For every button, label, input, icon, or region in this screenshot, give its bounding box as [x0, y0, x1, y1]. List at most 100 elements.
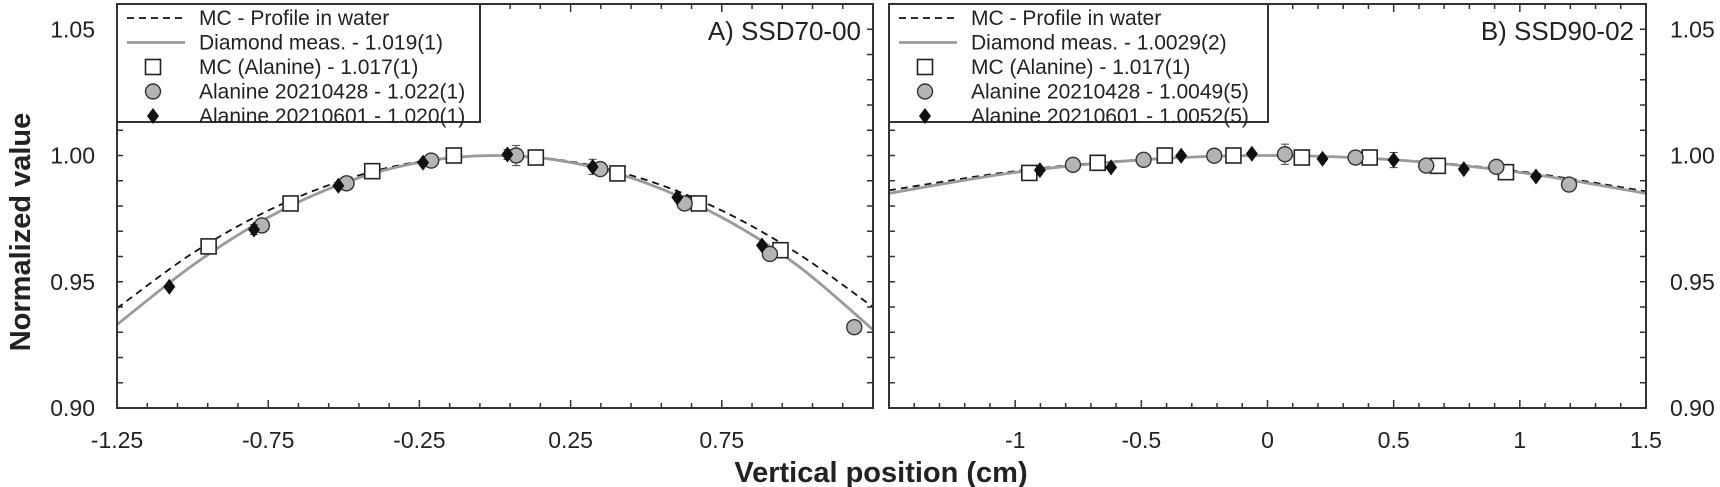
mc-alanine-point [445, 147, 463, 164]
alanine-20210428-point [1064, 156, 1082, 174]
legend-item: MC (Alanine) - 1.017(1) [916, 56, 1190, 79]
y-tick-label: 1.05 [1670, 16, 1715, 42]
alanine-20210601-point [1457, 161, 1470, 178]
markers [163, 144, 863, 336]
mc-alanine-point [363, 162, 381, 180]
x-axis-title: Vertical position (cm) [734, 457, 1027, 487]
alanine-20210428-point [1347, 149, 1364, 166]
legend-circle-icon [144, 83, 162, 100]
alanine-20210601-point [586, 158, 599, 175]
mc-alanine-point [527, 149, 545, 166]
y-tick-label: 1.05 [50, 16, 95, 42]
x-tick-label: -0.75 [242, 427, 294, 453]
mc-alanine-point [1089, 154, 1106, 172]
alanine-20210601-point [332, 177, 345, 194]
legend-diamond-icon [147, 108, 159, 124]
curves [889, 154, 1646, 195]
mc-alanine-point [690, 195, 708, 212]
mc-alanine-point [1293, 149, 1311, 166]
legend-item: Alanine 20210428 - 1.0049(5) [916, 81, 1249, 104]
legend-label: Alanine 20210428 - 1.022(1) [199, 81, 465, 104]
mc-alanine-point [1361, 149, 1378, 166]
alanine-20210601-point [1033, 162, 1046, 179]
alanine-20210601-point [756, 237, 769, 254]
panel-title: A) SSD70-00 [708, 16, 861, 46]
legend-item: Diamond meas. - 1.019(1) [127, 32, 443, 55]
alanine-20210428-point [1135, 151, 1152, 168]
legend-square-icon [916, 58, 934, 76]
legend-box [888, 3, 1269, 123]
y-tick-label: 1.00 [50, 143, 95, 169]
panel-title: B) SSD90-02 [1481, 16, 1634, 46]
mc-water-profile-line [117, 154, 873, 309]
curves [117, 154, 873, 331]
mc-alanine-point [1225, 147, 1242, 164]
legend-label: MC - Profile in water [971, 7, 1161, 30]
legend-item: MC (Alanine) - 1.017(1) [144, 56, 418, 79]
legend-item: MC - Profile in water [899, 7, 1161, 30]
x-tick-label: 1 [1513, 427, 1526, 453]
legend-item: Diamond meas. - 1.0029(2) [899, 32, 1227, 55]
markers [1020, 143, 1578, 193]
x-tick-label: -1.25 [91, 427, 143, 453]
alanine-20210428-point [846, 319, 863, 336]
alanine-20210428-point [1206, 147, 1223, 164]
plot-frame [116, 3, 874, 409]
mc-alanine-point [1020, 164, 1038, 182]
legend-item: Alanine 20210601 - 1.020(1) [147, 105, 465, 128]
x-tick-label: 0.75 [699, 427, 744, 453]
alanine-20210601-point [1387, 152, 1400, 169]
mc-alanine-point [1156, 147, 1174, 164]
y-tick-label: 0.95 [1670, 269, 1715, 295]
x-tick-label: -0.5 [1122, 427, 1162, 453]
legend-circle-icon [916, 83, 934, 100]
legend-diamond-icon [919, 108, 931, 124]
alanine-20210601-point [1245, 145, 1258, 162]
y-axis-title: Normalized value [5, 113, 37, 352]
alanine-20210428-point [1560, 176, 1578, 193]
mc-alanine-point [282, 195, 299, 212]
alanine-20210428-point [1488, 158, 1505, 176]
alanine-20210428-point [1418, 157, 1435, 174]
legend-box [116, 3, 481, 123]
alanine-20210601-point [417, 154, 430, 171]
y-tick-label: 0.95 [50, 269, 95, 295]
alanine-20210428-point [1276, 146, 1294, 163]
y-tick-label: 0.90 [50, 395, 95, 421]
mc-alanine-point [609, 165, 626, 182]
alanine-20210601-point [1175, 147, 1188, 164]
alanine-20210601-point [501, 146, 514, 163]
alanine-20210428-point [761, 245, 779, 263]
legend-item: Alanine 20210601 - 1.0052(5) [919, 105, 1249, 128]
x-tick-label: 0.5 [1378, 427, 1410, 453]
alanine-20210601-point [1316, 150, 1329, 167]
diamond-measurement-line [889, 154, 1646, 195]
legend-label: Alanine 20210428 - 1.0049(5) [971, 81, 1249, 104]
x-tick-label: 1.5 [1630, 427, 1662, 453]
legend-label: MC (Alanine) - 1.017(1) [971, 56, 1190, 79]
legend-label: Alanine 20210601 - 1.020(1) [199, 105, 465, 128]
legend-label: Alanine 20210601 - 1.0052(5) [971, 105, 1249, 128]
diamond-measurement-line [117, 154, 873, 331]
legend-label: MC (Alanine) - 1.017(1) [199, 56, 418, 79]
legend-square-icon [144, 58, 162, 76]
x-tick-label: -0.25 [393, 427, 445, 453]
y-tick-label: 0.90 [1670, 395, 1715, 421]
mc-alanine-point [200, 238, 217, 255]
alanine-20210601-point [163, 278, 176, 295]
legend-label: Diamond meas. - 1.019(1) [199, 32, 443, 55]
x-tick-label: 0 [1261, 427, 1274, 453]
alanine-20210601-point [671, 189, 684, 206]
x-tick-label: -1 [1005, 427, 1025, 453]
alanine-20210601-point [247, 221, 260, 238]
legend-item: MC - Profile in water [127, 7, 389, 30]
alanine-20210601-point [1529, 168, 1542, 185]
alanine-20210601-point [1105, 159, 1118, 176]
y-tick-label: 1.00 [1670, 143, 1715, 169]
legend-item: Alanine 20210428 - 1.022(1) [144, 81, 465, 104]
